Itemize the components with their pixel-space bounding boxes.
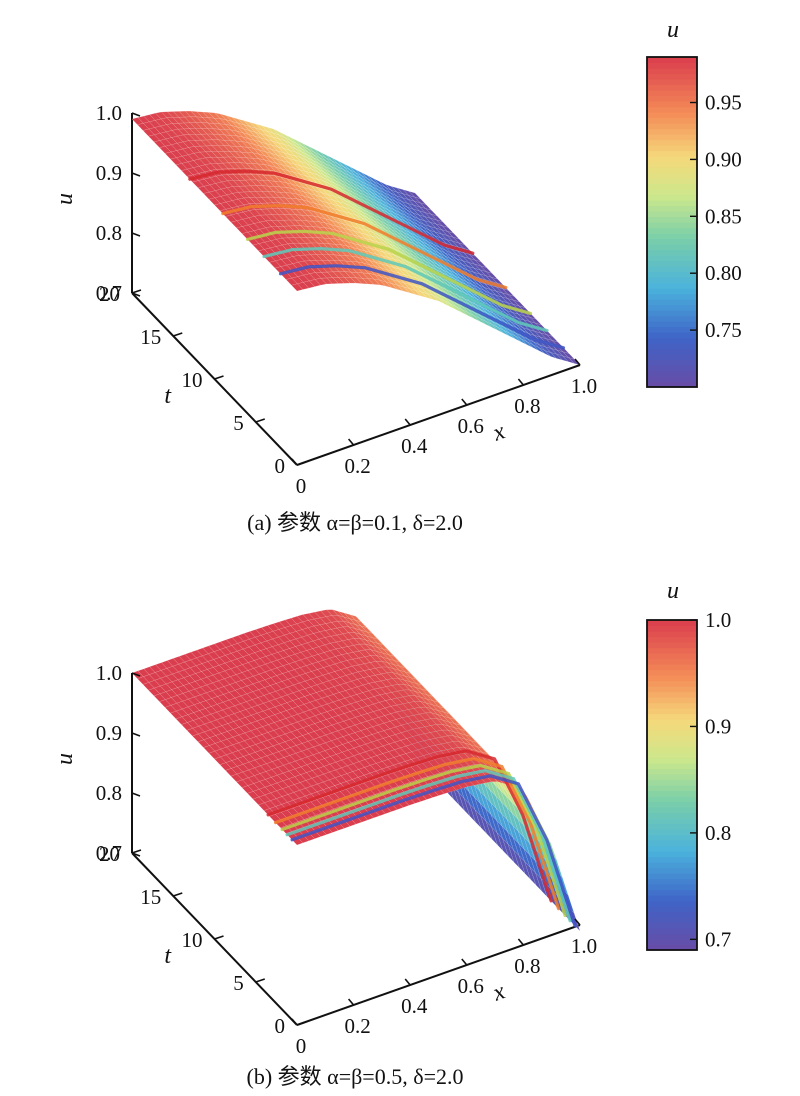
time-line-2 — [280, 763, 567, 918]
x-tick-label: 0.8 — [514, 394, 540, 418]
colorbar-label: u — [667, 17, 679, 43]
time-line-4 — [290, 774, 577, 928]
colorbar-tick-label: 0.7 — [705, 927, 731, 951]
t-tick-label: 20 — [99, 282, 120, 306]
colorbar-tick-label: 0.75 — [705, 318, 742, 342]
u-tick-label: 0.7 — [96, 841, 122, 865]
t-tick-label: 20 — [99, 842, 120, 866]
panel-caption: (a) 参数 α=β=0.1, δ=2.0 — [247, 510, 463, 535]
t-tick-label: 15 — [140, 325, 161, 349]
x-tick-label: 0.4 — [401, 434, 428, 458]
t-tick-label: 10 — [182, 928, 203, 952]
time-line-0 — [188, 169, 475, 255]
time-line-2 — [245, 229, 533, 315]
x-tick-label: 0.6 — [458, 974, 484, 998]
t-tick-label: 15 — [140, 885, 161, 909]
surface — [131, 609, 581, 932]
time-line-4 — [278, 264, 566, 350]
colorbar: 0.75 0.80 0.85 0.90 0.95 u — [646, 17, 742, 388]
x-tick-label: 0.2 — [344, 454, 370, 478]
x-tick-label: 0.8 — [514, 954, 540, 978]
colorbar-tick-label: 0.85 — [705, 204, 742, 228]
panel-a: 0.7 0.8 0.9 1.0 u 0 5 10 15 20 t 0 0.2 0.4 0.6 0.8 1.0 x 0… — [52, 17, 742, 535]
u-tick-label: 0.9 — [96, 721, 122, 745]
panel-caption: (b) 参数 α=β=0.5, δ=2.0 — [247, 1064, 464, 1089]
t-tick-label: 10 — [182, 368, 203, 392]
x-tick-label: 0.6 — [458, 414, 484, 438]
time-line-1 — [221, 203, 508, 290]
t-axis-label: t — [164, 943, 172, 969]
u-tick-label: 0.7 — [96, 281, 122, 305]
u-tick-label: 0.8 — [96, 781, 122, 805]
colorbar-tick-label: 1.0 — [705, 608, 731, 632]
x-tick-label: 0 — [296, 1034, 307, 1058]
x-tick-label: 1.0 — [571, 934, 597, 958]
colorbar-tick-label: 0.9 — [705, 714, 731, 738]
panel-b: 0.70.80.91.0u05101520t00.20.40.60.81.0x0… — [52, 578, 731, 1089]
colorbar: 0.7 0.8 0.9 1.0 u — [646, 578, 731, 951]
t-tick-label: 0 — [275, 1014, 286, 1038]
colorbar-tick-label: 0.90 — [705, 147, 742, 171]
u-axis-label: u — [52, 753, 78, 765]
x-tick-label: 1.0 — [571, 374, 597, 398]
colorbar-tick-label: 0.95 — [705, 91, 742, 115]
time-line-3 — [262, 246, 549, 333]
surface — [131, 110, 581, 366]
u-tick-label: 1.0 — [96, 101, 122, 125]
time-line-1 — [274, 756, 561, 911]
x-tick-label: 0.4 — [401, 994, 428, 1018]
t-tick-label: 5 — [233, 971, 244, 995]
colorbar-tick-label: 0.8 — [705, 821, 731, 845]
x-tick-label: 0 — [296, 474, 307, 498]
u-tick-label: 0.8 — [96, 221, 122, 245]
u-tick-label: 1.0 — [96, 661, 122, 685]
x-axis-label: x — [489, 978, 509, 1007]
t-tick-label: 5 — [233, 411, 244, 435]
u-axis-label: u — [52, 193, 78, 205]
time-line-3 — [285, 769, 572, 923]
colorbar-label: u — [667, 578, 679, 604]
x-axis-label: x — [489, 418, 509, 447]
colorbar-tick-label: 0.80 — [705, 261, 742, 285]
t-tick-label: 0 — [275, 454, 286, 478]
t-axis-label: t — [164, 383, 172, 409]
x-tick-label: 0.2 — [344, 1014, 370, 1038]
u-tick-label: 0.9 — [96, 161, 122, 185]
